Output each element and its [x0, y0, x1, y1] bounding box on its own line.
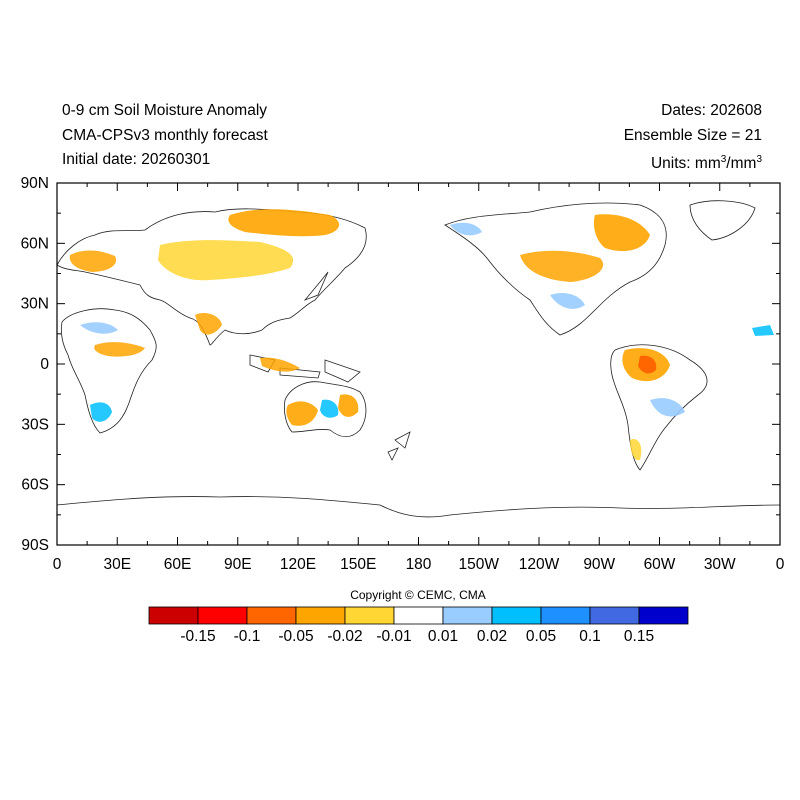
colorbar-swatch [540, 606, 591, 625]
colorbar-label: 0.02 [477, 628, 507, 645]
colorbar-swatch [344, 606, 395, 625]
wet-anomaly-south-america-south [650, 398, 685, 417]
colorbar-swatch [246, 606, 297, 625]
lon-tick-label: 120W [519, 556, 560, 573]
strong-dry-anomaly-amazon [638, 355, 657, 374]
dry-anomaly-central-asia [158, 240, 294, 281]
new-zealand-coast [387, 431, 411, 461]
dry-anomaly-north-america [520, 250, 604, 282]
colorbar-label: -0.05 [278, 628, 313, 645]
australia-coast [284, 381, 367, 438]
colorbar-swatch [295, 606, 346, 625]
model-label: CMA-CPSv3 monthly forecast [62, 127, 268, 144]
colorbar-swatch [491, 606, 542, 625]
eurasia-coast [57, 208, 367, 346]
map-frame [56, 182, 781, 546]
dry-anomaly-europe [69, 250, 117, 272]
wet-anomaly-atlantic-island [752, 325, 774, 336]
dry-anomaly-india [195, 313, 222, 335]
colorbar-swatch [393, 606, 444, 625]
dry-anomaly-australia-east [338, 394, 359, 417]
ensemble-label: Ensemble Size = 21 [623, 127, 762, 144]
lat-tick-label: 90N [21, 175, 49, 192]
wet-anomaly-south-africa [90, 402, 112, 422]
wet-anomaly-us-southwest [550, 293, 585, 309]
lon-tick-label: 0 [776, 556, 785, 573]
lat-tick-label: 90S [21, 537, 49, 554]
colorbar-labels: -0.15 -0.1 -0.05 -0.02 -0.01 0.01 0.02 0.05 0.1 0… [180, 628, 654, 645]
wet-anomaly-east-australia [320, 399, 339, 418]
anomaly-patches [69, 209, 774, 461]
colorbar [148, 606, 689, 625]
colorbar-label: 0.15 [624, 628, 654, 645]
lon-tick-label: 90E [224, 556, 252, 573]
lat-tick-label: 60S [21, 477, 49, 494]
colorbar-label: -0.1 [234, 628, 261, 645]
lat-tick-label: 60N [21, 235, 49, 252]
lat-tick-label: 30N [21, 296, 49, 313]
wet-anomaly-north-africa [80, 322, 118, 334]
units-label: Units: mm3/mm3 [650, 154, 762, 173]
map-title: 0-9 cm Soil Moisture Anomaly [62, 102, 268, 119]
colorbar-label: 0.05 [526, 628, 556, 645]
lon-tick-label: 60E [164, 556, 192, 573]
africa-coast [60, 308, 157, 434]
colorbar-swatch [638, 606, 689, 625]
lat-tick-label: 0 [40, 356, 49, 373]
japan-coast [303, 271, 329, 301]
colorbar-swatch [442, 606, 493, 625]
wet-anomaly-alaska [450, 222, 482, 236]
lon-tick-label: 0 [53, 556, 62, 573]
lon-tick-label: 150W [459, 556, 500, 573]
lon-tick-label: 150E [340, 556, 376, 573]
colorbar-label: -0.02 [327, 628, 362, 645]
coastlines [57, 200, 780, 518]
lon-tick-label: 60W [644, 556, 676, 573]
copyright-label: Copyright © CEMC, CMA [350, 588, 486, 602]
dry-anomaly-patagonia [630, 439, 642, 461]
dry-anomaly-siberia [228, 209, 340, 237]
lon-tick-label: 30W [704, 556, 736, 573]
map-area [57, 200, 780, 518]
initial-date-label: Initial date: 20260301 [62, 151, 211, 168]
lon-tick-labels: 0 30E 60E 90E 120E 150E 180 150W 120W 90W 60W 30W 0 [53, 556, 785, 573]
north-america-coast [444, 202, 667, 336]
dry-anomaly-sahel [94, 342, 145, 357]
lat-tick-label: 30S [21, 416, 49, 433]
lat-tick-labels: 90N 60N 30N 0 30S 60S 90S [21, 175, 50, 554]
colorbar-label: 0.01 [428, 628, 458, 645]
axis-ticks [56, 182, 781, 546]
lon-tick-label: 90W [583, 556, 615, 573]
south-america-coast [610, 344, 708, 471]
lon-tick-label: 30E [103, 556, 131, 573]
dry-anomaly-canada [593, 214, 650, 252]
dry-anomaly-indonesia [260, 357, 300, 372]
colorbar-label: -0.15 [180, 628, 215, 645]
greenland-coast [689, 200, 756, 241]
colorbar-swatch [197, 606, 248, 625]
antarctica-coast [57, 496, 780, 518]
colorbar-swatch [148, 606, 199, 625]
colorbar-swatch [589, 606, 640, 625]
dry-anomaly-australia [286, 401, 318, 426]
dates-label: Dates: 202608 [661, 102, 762, 119]
lon-tick-label: 180 [406, 556, 432, 573]
colorbar-label: 0.1 [579, 628, 601, 645]
lon-tick-label: 120E [280, 556, 316, 573]
colorbar-label: -0.01 [376, 628, 411, 645]
